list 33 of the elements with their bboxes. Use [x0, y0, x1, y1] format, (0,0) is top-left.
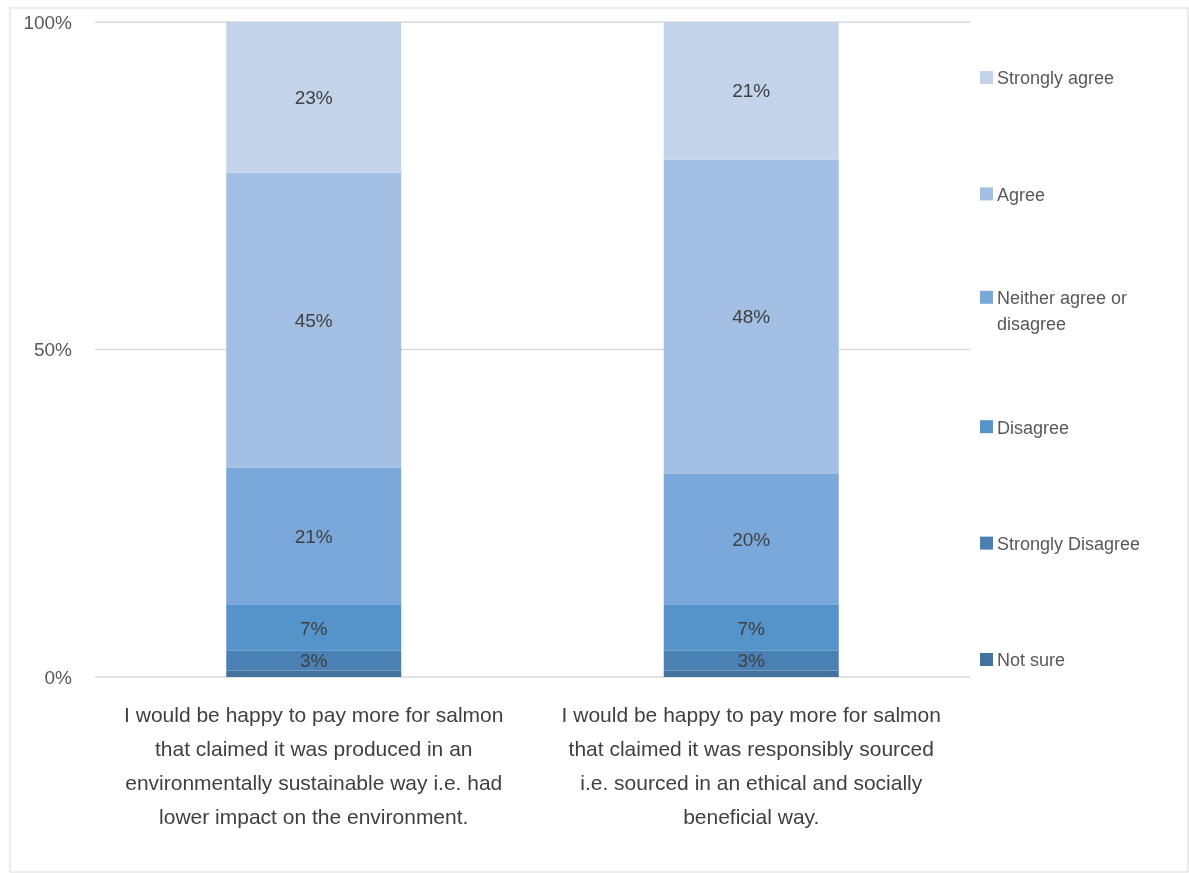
data-label: 7%	[737, 617, 766, 639]
legend-label: Not sure	[997, 650, 1066, 671]
data-label: 20%	[732, 529, 771, 551]
x-tick-label: I would be happy to pay more for salmon that claimed it was responsibly sourced i.e. sourced in an ethical and socially beneficial way.	[561, 703, 941, 828]
bar	[663, 650, 839, 671]
bar	[663, 670, 839, 677]
bar	[226, 604, 402, 651]
legend-label: Strongly Disagree	[997, 533, 1141, 554]
legend-label: Disagree	[997, 417, 1070, 438]
data-label: 3%	[737, 650, 766, 672]
x-tick-label: I would be happy to pay more for salmon that claimed it was produced in an environmentally sustainable way i.e. had lower impact on the environment.	[124, 703, 504, 828]
bar	[663, 159, 839, 474]
bar	[226, 22, 402, 173]
y-tick-label: 100%	[23, 11, 73, 33]
bar	[226, 650, 402, 671]
data-label: 45%	[294, 309, 333, 331]
legend-label: Agree	[997, 184, 1046, 205]
bar	[663, 604, 839, 651]
bar	[226, 172, 402, 468]
bar	[663, 22, 839, 160]
data-label: 3%	[300, 650, 328, 672]
y-tick-label: 50%	[33, 339, 73, 361]
data-label: 48%	[732, 306, 771, 328]
data-label: 21%	[732, 80, 771, 102]
data-label: 21%	[294, 525, 333, 547]
data-label: 23%	[294, 86, 333, 108]
legend-label: Neither agree or disagree	[997, 288, 1128, 335]
bar	[226, 670, 402, 677]
y-tick-label: 0%	[44, 666, 73, 688]
bar	[226, 467, 402, 605]
bar	[663, 473, 839, 605]
data-label: 7%	[300, 617, 328, 639]
legend-label: Strongly agree	[997, 68, 1115, 89]
